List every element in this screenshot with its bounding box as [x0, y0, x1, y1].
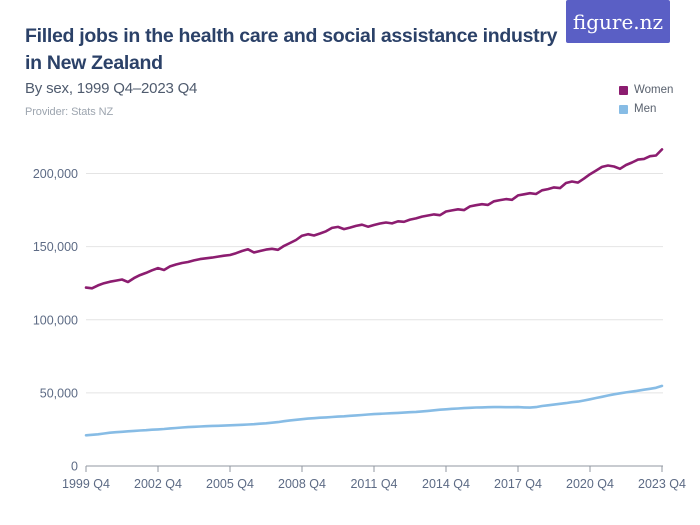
page-title-line2: in New Zealand — [25, 52, 163, 74]
legend-label-women: Women — [634, 84, 674, 96]
y-tick-label: 0 — [71, 460, 78, 474]
x-tick-label: 2008 Q4 — [278, 477, 326, 491]
y-tick-label: 100,000 — [33, 313, 78, 327]
x-tick-label: 2014 Q4 — [422, 477, 470, 491]
x-tick-label: 2020 Q4 — [566, 477, 614, 491]
x-tick-label: 1999 Q4 — [62, 477, 110, 491]
provider-attribution: Provider: Stats NZ — [25, 106, 114, 118]
figurenz-logo-text: figure.nz — [572, 9, 664, 34]
y-tick-label: 50,000 — [40, 386, 78, 400]
y-tick-label: 200,000 — [33, 167, 78, 181]
legend-item-men: Men — [619, 103, 673, 115]
x-tick-label: 2017 Q4 — [494, 477, 542, 491]
x-tick-label: 2005 Q4 — [206, 477, 254, 491]
x-tick-label: 2011 Q4 — [350, 477, 397, 491]
women-swatch-icon — [619, 85, 628, 95]
chart-subtitle: By sex, 1999 Q4–2023 Q4 — [25, 80, 198, 97]
men-line — [84, 384, 664, 437]
x-tick-label: 2002 Q4 — [134, 477, 182, 491]
legend-label-men: Men — [634, 103, 657, 115]
figurenz-logo[interactable]: figure.nz — [566, 0, 670, 43]
x-tick-label: 2023 Q4 — [638, 477, 686, 491]
page-title: Filled jobs in the health care and socia… — [25, 25, 558, 47]
legend-item-women: Women — [619, 84, 673, 96]
women-line — [84, 148, 664, 290]
y-tick-label: 150,000 — [33, 240, 78, 254]
men-swatch-icon — [619, 104, 628, 114]
legend: Women Men — [619, 84, 673, 115]
